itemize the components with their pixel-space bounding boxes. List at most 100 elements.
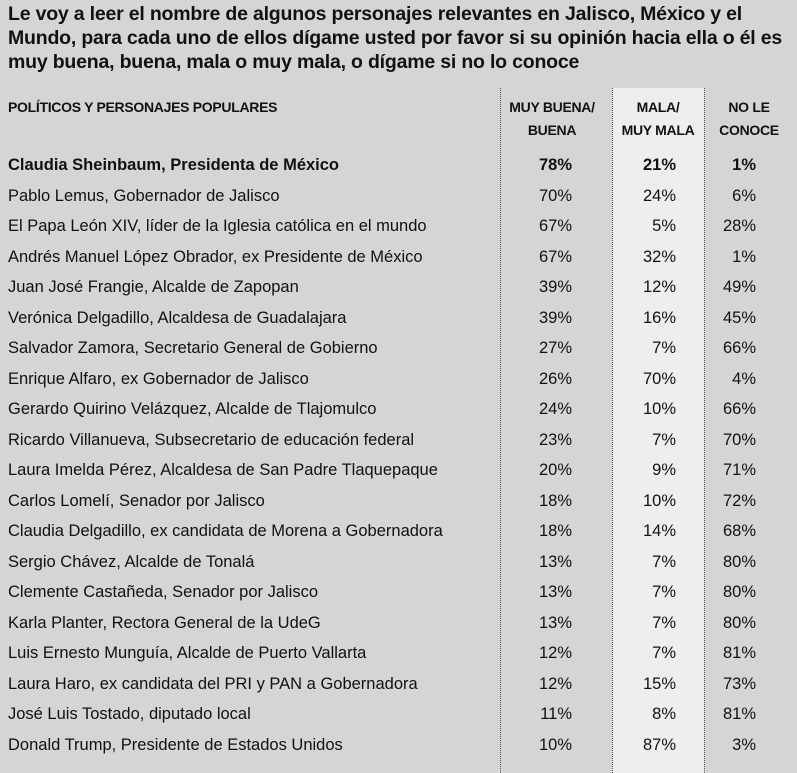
table-row: Donald Trump, Presidente de Estados Unid… — [0, 730, 797, 761]
muy-buena-buena-value: 20% — [538, 461, 572, 479]
no-le-conoce-value: 80% — [722, 613, 756, 632]
muy-buena-buena-value: 27% — [538, 339, 572, 357]
muy-buena-buena-value: 78% — [538, 156, 572, 174]
no-le-conoce-value: 6% — [732, 186, 756, 205]
no-le-conoce-value: 4% — [732, 369, 756, 388]
table-row: Claudia Sheinbaum, Presidenta de México 7… — [0, 150, 797, 181]
muy-buena-buena-value: 18% — [538, 491, 572, 510]
mala-muy-mala-value: 7% — [652, 583, 676, 601]
person-name: Juan José Frangie, Alcalde de Zapopan — [8, 278, 299, 296]
person-name: Carlos Lomelí, Senador por Jalisco — [8, 491, 265, 510]
column-divider — [612, 88, 613, 773]
person-name: Verónica Delgadillo, Alcaldesa de Guadal… — [8, 308, 347, 327]
person-name: Salvador Zamora, Secretario General de G… — [8, 339, 378, 357]
table-row: Juan José Frangie, Alcalde de Zapopan 39%… — [0, 272, 797, 303]
header-mala-muy-mala: MALA/ MUY MALA — [621, 99, 695, 138]
no-le-conoce-value: 66% — [722, 339, 756, 357]
table-row: Laura Haro, ex candidata del PRI y PAN a… — [0, 669, 797, 700]
mala-muy-mala-value: 8% — [652, 705, 676, 723]
mala-muy-mala-value: 7% — [652, 613, 676, 632]
person-name: El Papa León XIV, líder de la Iglesia ca… — [8, 217, 427, 235]
table-row: Gerardo Quirino Velázquez, Alcalde de Tl… — [0, 394, 797, 425]
muy-buena-buena-value: 13% — [538, 613, 572, 632]
no-le-conoce-value: 1% — [732, 156, 756, 174]
mala-muy-mala-value: 10% — [642, 400, 676, 418]
table-row: Verónica Delgadillo, Alcaldesa de Guadal… — [0, 303, 797, 334]
mala-muy-mala-value: 24% — [642, 186, 676, 205]
table-row: Sergio Chávez, Alcalde de Tonalá 13% 7% 80% — [0, 547, 797, 578]
muy-buena-buena-value: 23% — [538, 430, 572, 449]
table-row: Claudia Delgadillo, ex candidata de More… — [0, 516, 797, 547]
mala-muy-mala-value: 87% — [642, 735, 676, 754]
person-name: Laura Imelda Pérez, Alcaldesa de San Pad… — [8, 461, 438, 479]
mala-muy-mala-value: 70% — [642, 369, 676, 388]
mala-muy-mala-value: 5% — [652, 217, 676, 235]
mala-muy-mala-value: 7% — [652, 552, 676, 571]
mala-muy-mala-value: 7% — [652, 430, 676, 449]
muy-buena-buena-value: 39% — [538, 308, 572, 327]
mala-muy-mala-value: 16% — [642, 308, 676, 327]
no-le-conoce-value: 73% — [722, 674, 756, 693]
mala-muy-mala-value: 7% — [652, 339, 676, 357]
person-name: Sergio Chávez, Alcalde de Tonalá — [8, 552, 255, 571]
muy-buena-buena-value: 24% — [538, 400, 572, 418]
table-row: El Papa León XIV, líder de la Iglesia ca… — [0, 211, 797, 242]
no-le-conoce-value: 70% — [722, 430, 756, 449]
person-name: Claudia Delgadillo, ex candidata de More… — [8, 522, 443, 540]
mala-muy-mala-value: 14% — [642, 522, 676, 540]
person-name: Clemente Castañeda, Senador por Jalisco — [8, 583, 319, 601]
no-le-conoce-value: 3% — [732, 735, 756, 754]
person-name: Luis Ernesto Munguía, Alcalde de Puerto … — [8, 644, 367, 662]
table-row: Luis Ernesto Munguía, Alcalde de Puerto … — [0, 638, 797, 669]
no-le-conoce-value: 80% — [722, 583, 756, 601]
muy-buena-buena-value: 10% — [538, 735, 572, 754]
muy-buena-buena-value: 67% — [538, 217, 572, 235]
person-name: Pablo Lemus, Gobernador de Jalisco — [8, 186, 280, 205]
no-le-conoce-value: 1% — [732, 247, 756, 266]
muy-buena-buena-value: 67% — [538, 247, 572, 266]
no-le-conoce-value: 68% — [722, 522, 756, 540]
no-le-conoce-value: 45% — [722, 308, 756, 327]
muy-buena-buena-value: 18% — [538, 522, 572, 540]
header-politicos: POLÍTICOS Y PERSONAJES POPULARES — [8, 99, 278, 115]
person-name: Ricardo Villanueva, Subsecretario de edu… — [8, 430, 415, 449]
table-row: Pablo Lemus, Gobernador de Jalisco 70% 24%… — [0, 181, 797, 212]
muy-buena-buena-value: 11% — [540, 705, 572, 723]
no-le-conoce-value: 81% — [722, 644, 756, 662]
no-le-conoce-value: 72% — [722, 491, 756, 510]
mala-muy-mala-value: 12% — [642, 278, 676, 296]
mala-muy-mala-value: 15% — [642, 674, 676, 693]
survey-question-title: Le voy a leer el nombre de algunos perso… — [8, 3, 783, 73]
no-le-conoce-value: 71% — [722, 461, 756, 479]
muy-buena-buena-value: 13% — [538, 583, 572, 601]
column-divider — [704, 88, 705, 773]
person-name: Laura Haro, ex candidata del PRI y PAN a… — [8, 674, 418, 693]
table-row: Ricardo Villanueva, Subsecretario de edu… — [0, 425, 797, 456]
no-le-conoce-value: 66% — [722, 400, 756, 418]
opinion-table: Claudia Sheinbaum, Presidenta de México 7… — [0, 150, 797, 760]
person-name: José Luis Tostado, diputado local — [8, 705, 251, 723]
no-le-conoce-value: 28% — [722, 217, 756, 235]
no-le-conoce-value: 81% — [722, 705, 756, 723]
mala-muy-mala-value: 7% — [652, 644, 676, 662]
column-divider — [500, 88, 501, 773]
table-row: Karla Planter, Rectora General de la Ude… — [0, 608, 797, 639]
no-le-conoce-value: 80% — [722, 552, 756, 571]
mala-column-highlight — [612, 88, 704, 773]
table-row: Enrique Alfaro, ex Gobernador de Jalisco… — [0, 364, 797, 395]
table-row: Salvador Zamora, Secretario General de G… — [0, 333, 797, 364]
person-name: Karla Planter, Rectora General de la Ude… — [8, 613, 321, 632]
person-name: Donald Trump, Presidente de Estados Unid… — [8, 735, 343, 754]
muy-buena-buena-value: 26% — [538, 369, 572, 388]
muy-buena-buena-value: 39% — [538, 278, 572, 296]
muy-buena-buena-value: 12% — [538, 644, 572, 662]
table-row: Laura Imelda Pérez, Alcaldesa de San Pad… — [0, 455, 797, 486]
header-muy-buena-buena: MUY BUENA/ BUENA — [509, 99, 595, 138]
mala-muy-mala-value: 32% — [642, 247, 676, 266]
mala-muy-mala-value: 21% — [642, 156, 676, 174]
muy-buena-buena-value: 70% — [538, 186, 572, 205]
person-name: Andrés Manuel López Obrador, ex Presiden… — [8, 247, 423, 266]
header-no-le-conoce: NO LE CONOCE — [719, 99, 779, 138]
person-name: Enrique Alfaro, ex Gobernador de Jalisco — [8, 369, 309, 388]
person-name: Claudia Sheinbaum, Presidenta de México — [8, 156, 340, 174]
